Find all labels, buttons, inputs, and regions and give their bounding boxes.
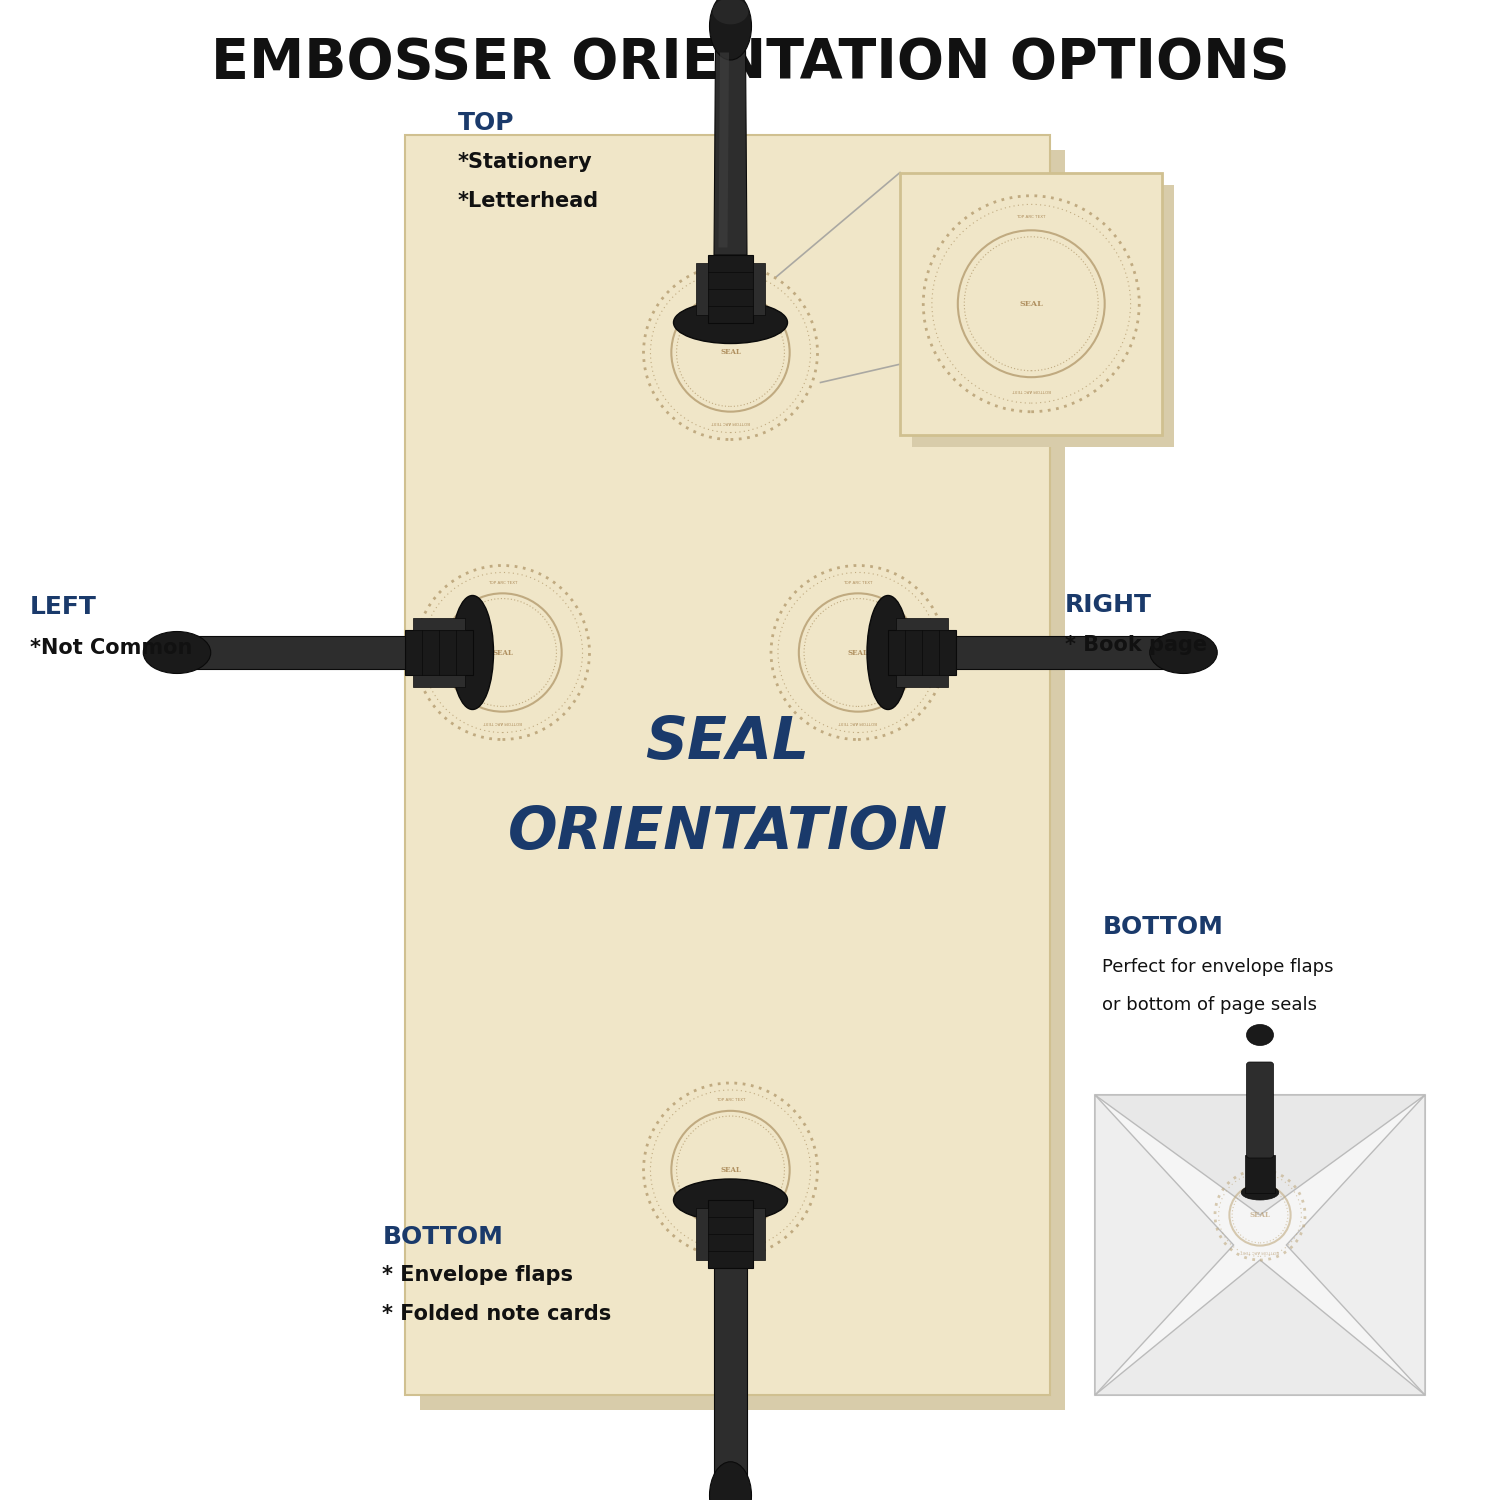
FancyBboxPatch shape	[912, 184, 1174, 447]
Ellipse shape	[1242, 1185, 1278, 1200]
FancyBboxPatch shape	[753, 262, 765, 315]
Ellipse shape	[674, 1179, 788, 1221]
FancyBboxPatch shape	[708, 1200, 753, 1268]
Text: BOTTOM ARC TEXT: BOTTOM ARC TEXT	[711, 420, 750, 424]
Text: SEAL: SEAL	[1020, 300, 1042, 307]
Polygon shape	[1095, 1095, 1425, 1215]
Ellipse shape	[710, 1461, 752, 1500]
Text: BOTTOM ARC TEXT: BOTTOM ARC TEXT	[711, 1238, 750, 1242]
Text: Perfect for envelope flaps: Perfect for envelope flaps	[1102, 958, 1334, 976]
Ellipse shape	[1149, 632, 1216, 674]
Polygon shape	[195, 636, 405, 669]
Polygon shape	[956, 636, 1166, 669]
Text: TOP ARC TEXT: TOP ARC TEXT	[716, 280, 746, 285]
Text: or bottom of page seals: or bottom of page seals	[1102, 996, 1317, 1014]
Text: *Letterhead: *Letterhead	[458, 190, 598, 211]
Text: ORIENTATION: ORIENTATION	[507, 804, 948, 861]
Polygon shape	[714, 1268, 747, 1478]
FancyBboxPatch shape	[405, 630, 472, 675]
Text: *Not Common: *Not Common	[30, 638, 192, 658]
Ellipse shape	[867, 596, 909, 709]
Text: SEAL: SEAL	[720, 348, 741, 357]
Text: EMBOSSER ORIENTATION OPTIONS: EMBOSSER ORIENTATION OPTIONS	[210, 36, 1290, 90]
Ellipse shape	[144, 632, 211, 674]
FancyBboxPatch shape	[753, 1208, 765, 1260]
Text: TOP ARC TEXT: TOP ARC TEXT	[488, 580, 518, 585]
FancyBboxPatch shape	[413, 675, 465, 687]
Text: TOP ARC TEXT: TOP ARC TEXT	[843, 580, 873, 585]
FancyBboxPatch shape	[1246, 1062, 1274, 1158]
Text: SEAL: SEAL	[720, 1166, 741, 1174]
Text: SEAL: SEAL	[1250, 1210, 1270, 1219]
Ellipse shape	[452, 596, 494, 709]
Text: * Book page: * Book page	[1065, 634, 1208, 656]
Polygon shape	[718, 53, 729, 248]
Ellipse shape	[712, 0, 748, 24]
FancyBboxPatch shape	[405, 135, 1050, 1395]
Text: TOP: TOP	[458, 111, 514, 135]
FancyBboxPatch shape	[888, 630, 956, 675]
Text: SEAL: SEAL	[492, 648, 513, 657]
FancyBboxPatch shape	[896, 675, 948, 687]
Text: * Folded note cards: * Folded note cards	[382, 1304, 612, 1324]
Ellipse shape	[674, 302, 788, 344]
Polygon shape	[1095, 1095, 1233, 1395]
Text: SEAL: SEAL	[847, 648, 868, 657]
FancyBboxPatch shape	[413, 618, 465, 630]
Text: BOTTOM ARC TEXT: BOTTOM ARC TEXT	[839, 720, 878, 724]
Polygon shape	[714, 45, 747, 255]
Polygon shape	[1095, 1260, 1425, 1395]
Text: TOP ARC TEXT: TOP ARC TEXT	[1017, 216, 1046, 219]
Text: TOP ARC TEXT: TOP ARC TEXT	[1245, 1178, 1275, 1180]
Text: BOTTOM ARC TEXT: BOTTOM ARC TEXT	[1013, 388, 1050, 392]
Text: *Stationery: *Stationery	[458, 152, 592, 172]
FancyBboxPatch shape	[1095, 1095, 1425, 1395]
Text: BOTTOM ARC TEXT: BOTTOM ARC TEXT	[1240, 1250, 1280, 1252]
Text: SEAL: SEAL	[645, 714, 810, 771]
Ellipse shape	[1246, 1024, 1274, 1045]
FancyBboxPatch shape	[900, 172, 1162, 435]
Text: RIGHT: RIGHT	[1065, 592, 1152, 616]
FancyBboxPatch shape	[708, 255, 753, 322]
Text: * Envelope flaps: * Envelope flaps	[382, 1264, 573, 1286]
Ellipse shape	[710, 0, 752, 60]
FancyBboxPatch shape	[696, 262, 708, 315]
FancyBboxPatch shape	[896, 618, 948, 630]
FancyBboxPatch shape	[420, 150, 1065, 1410]
Text: LEFT: LEFT	[30, 596, 98, 619]
Text: BOTTOM ARC TEXT: BOTTOM ARC TEXT	[483, 720, 522, 724]
FancyBboxPatch shape	[696, 1208, 708, 1260]
Text: BOTTOM: BOTTOM	[1102, 915, 1224, 939]
Polygon shape	[1287, 1095, 1425, 1395]
Text: TOP ARC TEXT: TOP ARC TEXT	[716, 1098, 746, 1102]
FancyBboxPatch shape	[1245, 1155, 1275, 1192]
Text: BOTTOM: BOTTOM	[382, 1226, 504, 1250]
